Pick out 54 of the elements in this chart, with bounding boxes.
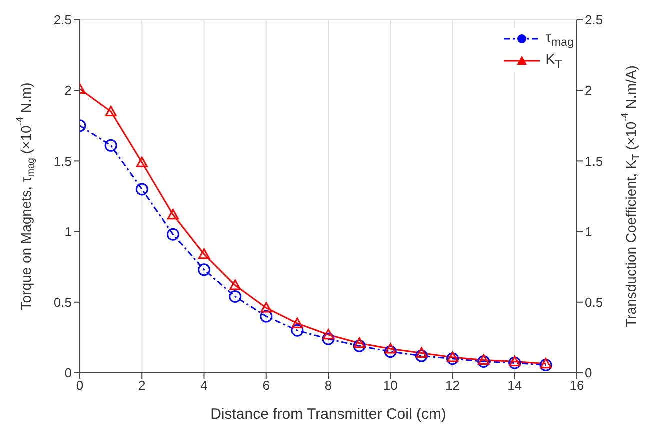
y-tick-label: 0 [64,366,72,381]
y-tick-label: 0.5 [54,295,72,310]
y-tick-label: 2 [64,83,72,98]
point [508,356,522,370]
x-axis-title: Distance from Transmitter Coil (cm) [210,406,446,423]
point [136,183,148,196]
x-tick-label: 12 [446,378,460,394]
point [322,329,334,340]
point [198,248,210,260]
point [540,358,552,372]
x-tick-label: 4 [200,378,208,394]
legend-label: K$_{T}$ [546,51,562,71]
point [136,156,148,168]
y-tick-label: 1 [64,224,72,240]
point [198,264,210,276]
point [353,340,366,352]
x-tick-label: 6 [262,378,270,394]
point [292,318,304,328]
point [415,350,428,362]
point [446,352,459,366]
x-tick-label: 14 [508,378,522,394]
x-tick-label: 2 [138,378,146,394]
point [166,228,180,241]
point [104,139,118,152]
point [416,347,428,358]
y2-tick-label: 0.5 [585,295,604,310]
y2-tick-label: 2.5 [585,12,604,28]
y2-tick-label: 1 [585,224,592,240]
legend-label: τ$_{mag}$ [546,29,574,49]
point [354,338,366,348]
point [229,290,242,303]
point [384,346,397,358]
point [384,343,396,354]
y2-tick-label: 1.5 [585,154,604,169]
y-tick-label: 1.5 [54,154,72,169]
point [478,354,490,366]
x-tick-label: 0 [76,378,84,394]
point [447,352,458,362]
x-tick-label: 10 [383,378,398,394]
x-tick-label: 16 [570,378,584,394]
point [167,209,179,220]
point [260,302,272,313]
point [478,355,490,368]
point [260,310,273,323]
point [540,358,552,369]
point [230,280,242,290]
y-tick-label: 2.5 [54,12,72,28]
point [509,356,521,366]
y2-tick-label: 2 [585,83,592,98]
point [105,106,117,117]
x-tick-label: 8 [324,378,332,394]
y2-tick-label: 0 [585,366,592,381]
point [291,324,304,337]
point [322,332,335,346]
